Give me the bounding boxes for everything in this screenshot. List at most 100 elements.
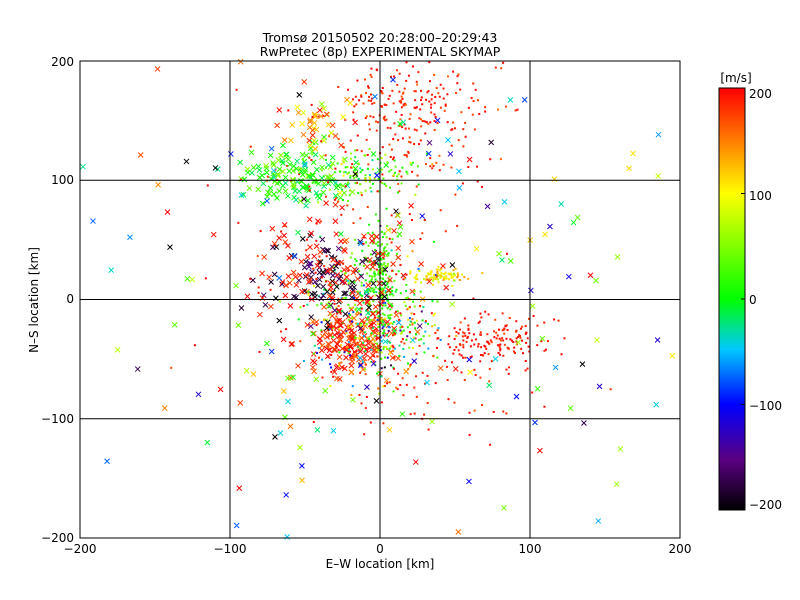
data-point-dot	[315, 277, 318, 280]
data-point-cross	[361, 233, 367, 240]
data-point-cross	[269, 225, 276, 232]
data-point-cross	[276, 166, 283, 173]
data-point-dot	[436, 300, 439, 303]
data-point-cross	[329, 160, 336, 167]
data-point-cross	[243, 367, 250, 374]
data-point-cross	[326, 347, 333, 354]
data-point-cross	[271, 271, 278, 278]
data-point-cross	[261, 254, 268, 260]
data-point-dot	[409, 141, 412, 144]
data-point-cross	[390, 261, 396, 267]
data-point-dot	[380, 288, 383, 291]
data-point-dot	[349, 157, 352, 160]
data-point-dot	[329, 347, 332, 350]
data-point-cross	[324, 288, 331, 295]
data-point-dot	[364, 331, 367, 334]
data-point-cross	[333, 325, 340, 331]
data-point-dot	[432, 314, 435, 317]
data-point-cross	[379, 251, 386, 257]
data-point-dot	[370, 263, 373, 266]
data-point-dot	[369, 421, 372, 424]
data-point-cross	[501, 198, 508, 205]
data-point-cross	[552, 364, 559, 371]
data-point-dot	[376, 69, 379, 72]
data-point-dot	[362, 236, 365, 239]
data-point-cross	[565, 273, 572, 280]
data-points	[80, 58, 676, 540]
data-point-dot	[536, 324, 539, 327]
data-point-dot	[393, 332, 396, 335]
data-point-dot	[388, 347, 391, 350]
data-point-dot	[400, 175, 403, 178]
data-point-cross	[127, 234, 133, 241]
data-point-cross	[289, 341, 296, 347]
data-point-dot	[355, 181, 358, 184]
data-point-dot	[405, 383, 408, 386]
data-point-cross	[299, 236, 306, 242]
data-point-dot	[526, 337, 529, 340]
data-point-dot	[257, 291, 260, 294]
data-point-dot	[362, 341, 365, 344]
data-point-dot	[386, 254, 389, 257]
data-point-cross	[377, 301, 384, 307]
data-point-dot	[400, 340, 403, 343]
data-point-dot	[378, 349, 381, 352]
data-point-dot	[471, 113, 474, 116]
data-point-cross	[332, 218, 339, 225]
data-point-cross	[513, 393, 520, 400]
data-point-dot	[360, 191, 363, 194]
data-point-dot	[482, 354, 485, 357]
data-point-dot	[391, 344, 394, 347]
colorbar-ticks	[741, 87, 745, 511]
data-point-cross	[581, 420, 587, 426]
data-point-dot	[459, 321, 462, 324]
data-point-dot	[380, 296, 383, 299]
data-point-dot	[359, 347, 362, 350]
data-point-cross	[303, 271, 310, 278]
chart-title: Tromsø 20150502 20:28:00–20:29:43	[262, 30, 498, 45]
data-point-cross	[339, 204, 345, 211]
data-point-dot	[403, 355, 406, 358]
data-point-cross	[268, 348, 275, 355]
data-point-cross	[318, 154, 325, 160]
data-point-dot	[362, 242, 365, 245]
data-point-dot	[383, 233, 386, 236]
data-point-dot	[377, 262, 380, 265]
data-point-dot	[325, 303, 328, 306]
data-point-dot	[366, 336, 369, 339]
data-point-cross	[316, 195, 323, 201]
data-point-dot	[396, 388, 399, 391]
data-point-dot	[332, 265, 335, 268]
data-point-dot	[291, 278, 294, 281]
data-point-dot	[395, 110, 398, 113]
data-point-dot	[472, 82, 475, 85]
data-point-dot	[370, 99, 373, 102]
data-point-cross	[349, 336, 355, 342]
data-point-dot	[345, 278, 348, 281]
data-point-dot	[403, 123, 406, 126]
data-point-cross	[301, 196, 307, 202]
data-point-dot	[384, 301, 387, 304]
data-point-dot	[462, 128, 465, 131]
data-point-dot	[369, 115, 372, 118]
data-point-dot	[443, 277, 446, 280]
data-point-dot	[418, 117, 421, 120]
data-point-dot	[428, 272, 431, 275]
data-point-dot	[405, 61, 408, 64]
data-point-dot	[412, 336, 415, 339]
data-point-dot	[397, 173, 400, 176]
data-point-dot	[406, 308, 409, 311]
data-point-dot	[342, 198, 345, 201]
data-point-dot	[497, 328, 500, 331]
data-point-dot	[431, 283, 434, 286]
data-point-dot	[381, 307, 384, 310]
data-point-dot	[324, 166, 327, 169]
data-point-cross	[285, 398, 291, 405]
data-point-dot	[364, 117, 367, 120]
data-point-dot	[392, 366, 395, 369]
data-point-cross	[319, 236, 326, 243]
data-point-cross	[287, 423, 294, 430]
data-point-dot	[505, 105, 508, 108]
data-point-dot	[330, 354, 333, 357]
data-point-dot	[384, 290, 387, 293]
